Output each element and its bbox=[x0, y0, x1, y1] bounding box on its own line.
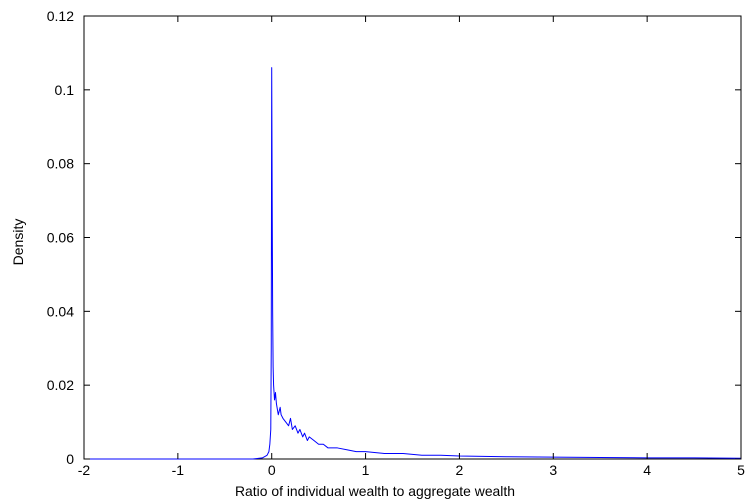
y-tick-label: 0.1 bbox=[55, 82, 75, 98]
x-tick-label: 1 bbox=[362, 462, 370, 478]
density-line bbox=[84, 67, 742, 460]
x-tick-label: -1 bbox=[172, 462, 185, 478]
x-tick-label: 2 bbox=[456, 462, 464, 478]
y-tick-label: 0.12 bbox=[47, 8, 74, 24]
x-tick-label: 4 bbox=[643, 462, 651, 478]
y-tick-label: 0.04 bbox=[47, 303, 74, 319]
x-axis-label: Ratio of individual wealth to aggregate … bbox=[235, 483, 515, 499]
x-tick-label: -2 bbox=[78, 462, 91, 478]
tick-labels: -2 -1 0 1 2 3 4 5 0 0.02 0.04 0.06 0.08 0.1 0.12 bbox=[47, 8, 745, 478]
y-tick-label: 0.06 bbox=[47, 230, 74, 246]
x-tick-label: 0 bbox=[268, 462, 276, 478]
x-tick-label: 5 bbox=[737, 462, 745, 478]
y-tick-label: 0 bbox=[66, 451, 74, 467]
y-axis-label: Density bbox=[10, 219, 26, 266]
y-tick-label: 0.08 bbox=[47, 156, 74, 172]
x-tick-label: 3 bbox=[549, 462, 557, 478]
axis-ticks bbox=[83, 15, 742, 460]
y-tick-label: 0.02 bbox=[47, 377, 74, 393]
